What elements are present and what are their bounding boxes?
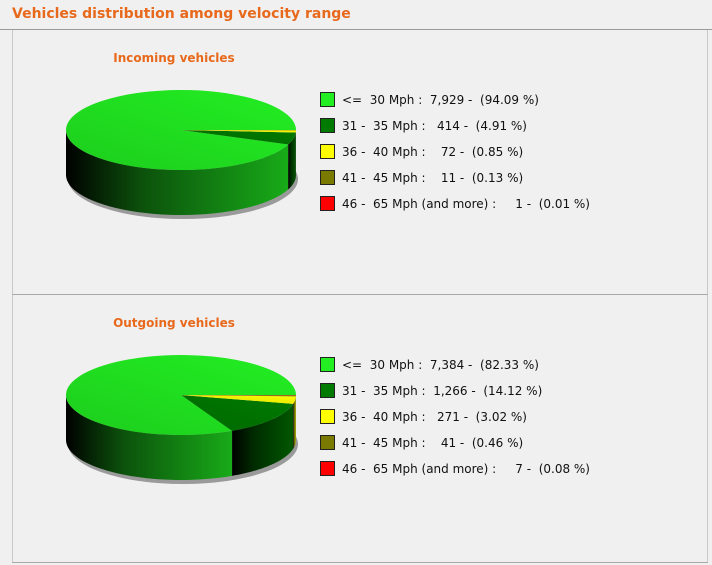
legend-label: <= 30 Mph : 7,384 - (82.33 %) [342, 358, 539, 372]
title-divider [0, 29, 712, 30]
legend-label: 46 - 65 Mph (and more) : 7 - (0.08 %) [342, 462, 590, 476]
incoming-slice-le-30-mph [65, 90, 296, 171]
legend-label: 41 - 45 Mph : 11 - (0.13 %) [342, 171, 524, 185]
legend-label: <= 30 Mph : 7,929 - (94.09 %) [342, 93, 539, 107]
legend-swatch [320, 196, 335, 211]
outgoing-slice-le-30-mph [65, 355, 296, 435]
panel-left-border [12, 30, 13, 563]
legend-label: 36 - 40 Mph : 271 - (3.02 %) [342, 410, 527, 424]
outgoing-slice-side-31-35-mph [232, 403, 294, 476]
legend-label: 31 - 35 Mph : 414 - (4.91 %) [342, 119, 527, 133]
legend-label: 46 - 65 Mph (and more) : 1 - (0.01 %) [342, 197, 590, 211]
outgoing-slice-36-40-mph [181, 395, 296, 404]
legend-swatch [320, 92, 335, 107]
page-title: Vehicles distribution among velocity ran… [12, 6, 351, 22]
legend-swatch [320, 461, 335, 476]
outgoing-slice-side-36-40-mph [293, 396, 296, 449]
panel-right-border [707, 30, 708, 563]
incoming-slice-side-31-35-mph [288, 132, 296, 190]
legend-swatch [320, 435, 335, 450]
legend-label: 31 - 35 Mph : 1,266 - (14.12 %) [342, 384, 543, 398]
outgoing-slice-41-45-mph [181, 395, 296, 397]
legend-swatch [320, 383, 335, 398]
incoming-pie-chart [65, 90, 298, 219]
outgoing-slice-side-le-30-mph [66, 395, 233, 480]
legend-swatch [320, 118, 335, 133]
legend-label: 36 - 40 Mph : 72 - (0.85 %) [342, 145, 524, 159]
outgoing-pie-chart [65, 355, 298, 484]
legend-label: 41 - 45 Mph : 41 - (0.46 %) [342, 436, 524, 450]
chart-divider [12, 294, 708, 295]
legend-swatch [320, 144, 335, 159]
outgoing-chart-title: Outgoing vehicles [113, 316, 235, 330]
legend-swatch [320, 170, 335, 185]
incoming-chart-title: Incoming vehicles [113, 51, 235, 65]
legend-swatch [320, 357, 335, 372]
incoming-slice-36-40-mph [181, 130, 296, 133]
legend-swatch [320, 409, 335, 424]
incoming-slice-31-35-mph [181, 130, 296, 145]
incoming-slice-side-le-30-mph [66, 130, 289, 215]
bottom-divider [12, 562, 708, 563]
outgoing-slice-31-35-mph [181, 395, 294, 431]
